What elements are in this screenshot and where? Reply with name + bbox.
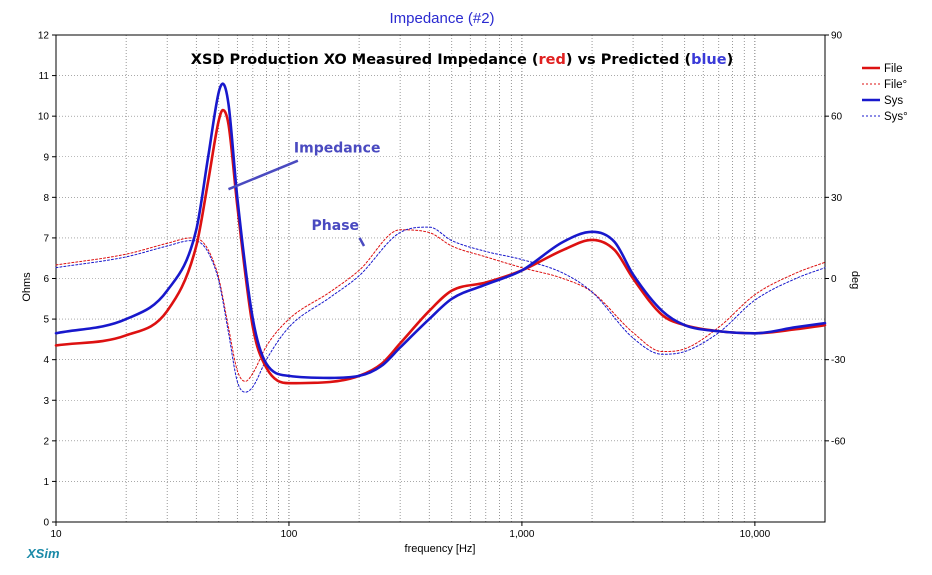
y-tick-label: 9	[43, 152, 49, 163]
y-axis-label: Ohms	[21, 272, 33, 302]
legend-label: File°	[884, 79, 907, 91]
title-segment: blue	[691, 52, 727, 68]
y-tick-label: 11	[39, 71, 50, 82]
y2-tick-label: -30	[831, 355, 846, 366]
y-tick-label: 1	[43, 477, 49, 488]
series-line-0	[54, 108, 827, 385]
series-line-2	[54, 82, 827, 380]
y-tick-label: 8	[43, 193, 49, 204]
window-title: Impedance (#2)	[389, 10, 495, 27]
y-tick-label: 12	[38, 31, 50, 42]
title-segment: )	[727, 52, 734, 68]
legend-label: Sys	[884, 95, 903, 107]
title-segment: XSD Production XO Measured Impedance (	[191, 52, 539, 68]
y2-axis-label: deg	[849, 271, 861, 289]
y-tick-label: 4	[43, 355, 49, 366]
y2-tick-label: 0	[831, 274, 837, 285]
y-tick-label: 7	[43, 233, 49, 244]
x-tick-label: 10,000	[740, 529, 771, 540]
y-tick-label: 5	[43, 315, 49, 326]
title-segment: red	[539, 52, 566, 68]
y2-tick-label: -60	[831, 436, 846, 447]
title-segment: ) vs Predicted (	[566, 52, 691, 68]
grid	[56, 35, 825, 522]
series-layer	[54, 82, 827, 393]
legend: File File° Sys Sys°	[862, 63, 908, 123]
y2-tick-label: 30	[831, 193, 843, 204]
y2-tick-label: 60	[831, 112, 843, 123]
series-line-3	[55, 226, 826, 393]
chart-title: XSD Production XO Measured Impedance (re…	[191, 52, 733, 68]
legend-label: Sys°	[884, 111, 908, 123]
x-tick-label: 1,000	[509, 529, 534, 540]
x-axis-label: frequency [Hz]	[405, 543, 476, 555]
annotation-arrow	[358, 237, 366, 247]
legend-label: File	[884, 63, 903, 75]
y-tick-label: 0	[43, 518, 49, 529]
annotation-label: Impedance	[294, 141, 381, 157]
annotation-arrow	[227, 159, 299, 191]
x-tick-label: 10	[50, 529, 62, 540]
series-line-1	[55, 229, 826, 382]
y2-tick-label: 90	[831, 31, 843, 42]
x-tick-label: 100	[281, 529, 298, 540]
y-tick-label: 10	[38, 112, 50, 123]
y-tick-label: 2	[43, 436, 49, 447]
app-brand: XSim	[27, 546, 60, 561]
annotation-label: Phase	[312, 218, 360, 234]
y-tick-label: 6	[43, 274, 49, 285]
annotations: Impedance Phase	[227, 141, 381, 247]
y-tick-label: 3	[43, 396, 49, 407]
